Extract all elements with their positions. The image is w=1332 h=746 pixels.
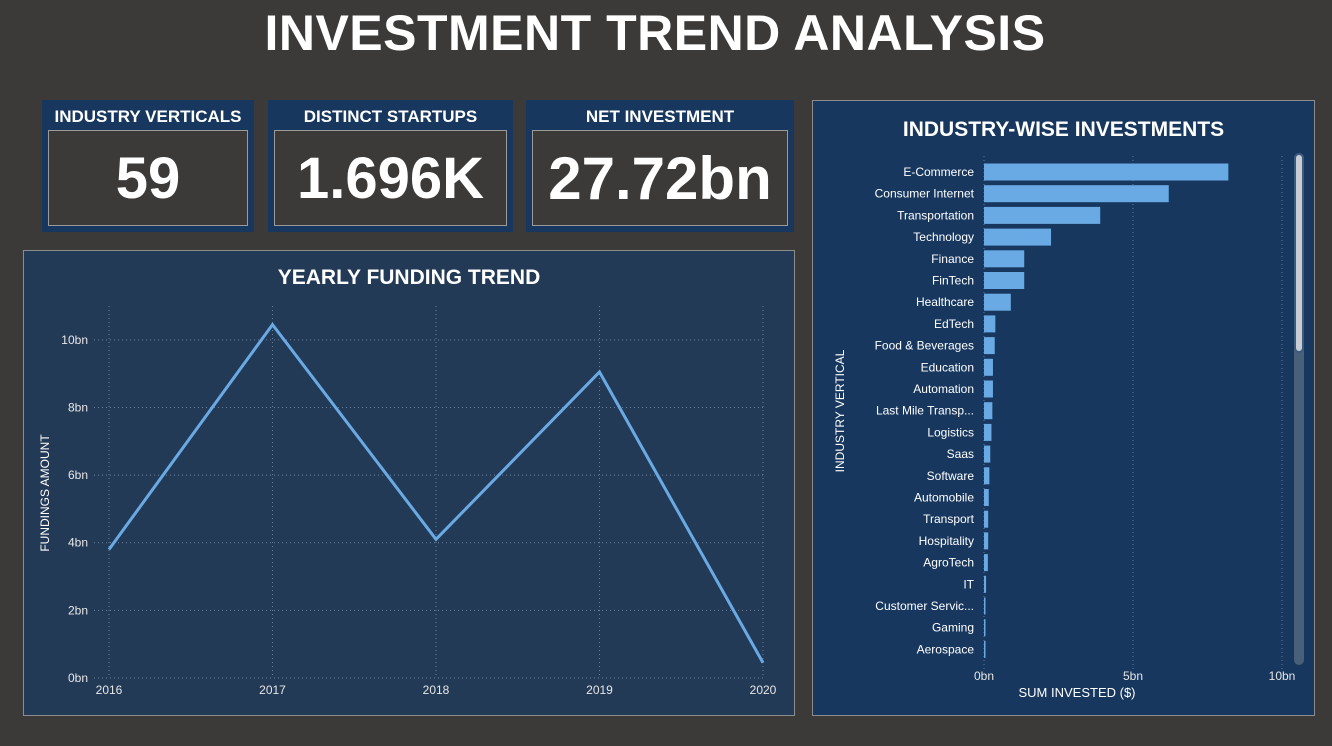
bar[interactable] — [984, 640, 986, 658]
kpi-value: 27.72bn — [548, 144, 772, 212]
line-series[interactable] — [107, 322, 765, 664]
kpi-value: 1.696K — [296, 145, 485, 211]
line-chart[interactable]: 0bn 2bn 4bn 6bn 8bn 10bn 2016 2017 2018 2019 2020… — [24, 251, 794, 715]
line-y-ticks: 0bn 2bn 4bn 6bn 8bn 10bn — [61, 333, 88, 685]
kpi-label: DISTINCT STARTUPS — [303, 107, 478, 126]
bar-x-tick-label: 5bn — [1123, 669, 1143, 683]
bar-category-label: IT — [963, 577, 974, 591]
bar[interactable] — [984, 185, 1169, 203]
bar-category-label: Food & Beverages — [875, 339, 974, 353]
bar-x-tick-label: 0bn — [974, 669, 994, 683]
bar[interactable] — [984, 358, 993, 376]
line-grid — [94, 306, 765, 679]
line-x-tick-label: 2016 — [96, 683, 123, 697]
bar-x-ticks: 0bn 5bn 10bn — [974, 669, 1295, 683]
scrollbar-thumb[interactable] — [1294, 153, 1304, 353]
line-y-tick-label: 8bn — [68, 400, 88, 414]
bar[interactable] — [984, 423, 992, 441]
bar-category-label: FinTech — [932, 274, 974, 288]
line-x-ticks: 2016 2017 2018 2019 2020 — [96, 683, 777, 697]
bar[interactable] — [984, 597, 986, 615]
kpi-value-box: 27.72bn — [532, 130, 788, 226]
bar-category-label: Software — [927, 469, 975, 483]
line-x-tick-label: 2020 — [750, 683, 777, 697]
industry-investments-panel[interactable]: INDUSTRY-WISE INVESTMENTS E-Commerce Cons… — [812, 100, 1315, 716]
bar[interactable] — [984, 293, 1011, 311]
bar[interactable] — [984, 510, 989, 528]
yearly-funding-panel[interactable]: YEARLY FUNDING TREND 0bn 2bn 4bn 6bn 8bn 10bn… — [23, 250, 795, 716]
bar-category-label: Healthcare — [916, 295, 974, 309]
line-x-tick-label: 2018 — [423, 683, 450, 697]
line-x-tick-label: 2019 — [586, 683, 613, 697]
bar-category-label: Automation — [913, 382, 974, 396]
line-y-tick-label: 6bn — [68, 468, 88, 482]
kpi-label: INDUSTRY VERTICALS — [54, 107, 242, 126]
line-chart-title: YEARLY FUNDING TREND — [277, 266, 541, 289]
page-title: INVESTMENT TREND ANALYSIS — [264, 5, 1046, 61]
bar-category-label: Technology — [913, 230, 974, 244]
bar-chart[interactable]: E-Commerce Consumer Internet Transportatio… — [813, 101, 1314, 715]
bar-category-labels: E-Commerce Consumer Internet Transportatio… — [875, 165, 975, 656]
bar-category-label: Transportation — [897, 208, 974, 222]
bar-category-label: E-Commerce — [903, 165, 974, 179]
bar[interactable] — [984, 489, 989, 506]
bar-category-label: EdTech — [934, 317, 974, 331]
bar-category-label: Hospitality — [919, 534, 974, 548]
bar-category-label: Finance — [931, 252, 974, 266]
bar-category-label: Last Mile Transp... — [876, 404, 974, 418]
bar[interactable] — [984, 315, 996, 333]
line-y-tick-label: 10bn — [61, 333, 88, 347]
bar[interactable] — [984, 163, 1229, 181]
bar-category-label: Logistics — [927, 425, 974, 439]
bar-x-tick-label: 10bn — [1269, 669, 1296, 683]
bar-category-label: Customer Servic... — [875, 599, 974, 613]
bar-category-label: Gaming — [932, 621, 974, 635]
kpi-card-distinct-startups[interactable]: DISTINCT STARTUPS 1.696K — [268, 100, 513, 232]
bar[interactable] — [984, 337, 995, 355]
bar[interactable] — [984, 467, 990, 485]
bar[interactable] — [984, 206, 1101, 224]
bar-category-label: Education — [921, 360, 974, 374]
bar-category-label: Transport — [923, 512, 975, 526]
bar[interactable] — [984, 445, 991, 463]
bar-category-label: Consumer Internet — [875, 187, 975, 201]
bar-category-label: AgroTech — [923, 556, 974, 570]
kpi-value-box: 59 — [48, 130, 248, 226]
bar-y-axis-label: INDUSTRY VERTICAL — [833, 349, 847, 472]
kpi-card-industry-verticals[interactable]: INDUSTRY VERTICALS 59 — [42, 100, 254, 232]
kpi-value: 59 — [115, 145, 181, 211]
bar[interactable] — [984, 402, 993, 420]
bar-x-axis-label: SUM INVESTED ($) — [1018, 685, 1135, 700]
line-y-axis-label: FUNDINGS AMOUNT — [38, 434, 52, 552]
kpi-card-net-investment[interactable]: NET INVESTMENT 27.72bn — [526, 100, 794, 232]
line-x-tick-label: 2017 — [259, 683, 286, 697]
bar[interactable] — [984, 554, 988, 572]
kpi-value-box: 1.696K — [274, 130, 507, 226]
bar[interactable] — [984, 250, 1025, 268]
line-y-tick-label: 2bn — [68, 603, 88, 617]
bar-chart-title: INDUSTRY-WISE INVESTMENTS — [902, 118, 1225, 141]
bar[interactable] — [984, 380, 993, 398]
kpi-label: NET INVESTMENT — [585, 107, 735, 126]
bar-category-label: Automobile — [914, 491, 974, 505]
bar-series[interactable] — [984, 163, 1229, 658]
bar-category-label: Aerospace — [917, 642, 975, 656]
bar[interactable] — [984, 575, 987, 593]
bar[interactable] — [984, 228, 1052, 246]
line-y-tick-label: 4bn — [68, 536, 88, 550]
bar[interactable] — [984, 532, 989, 550]
bar[interactable] — [984, 619, 986, 637]
line-y-tick-label: 0bn — [68, 671, 88, 685]
bar-chart-scrollbar[interactable] — [1294, 153, 1304, 665]
bar[interactable] — [984, 272, 1025, 289]
bar-category-label: Saas — [947, 447, 974, 461]
